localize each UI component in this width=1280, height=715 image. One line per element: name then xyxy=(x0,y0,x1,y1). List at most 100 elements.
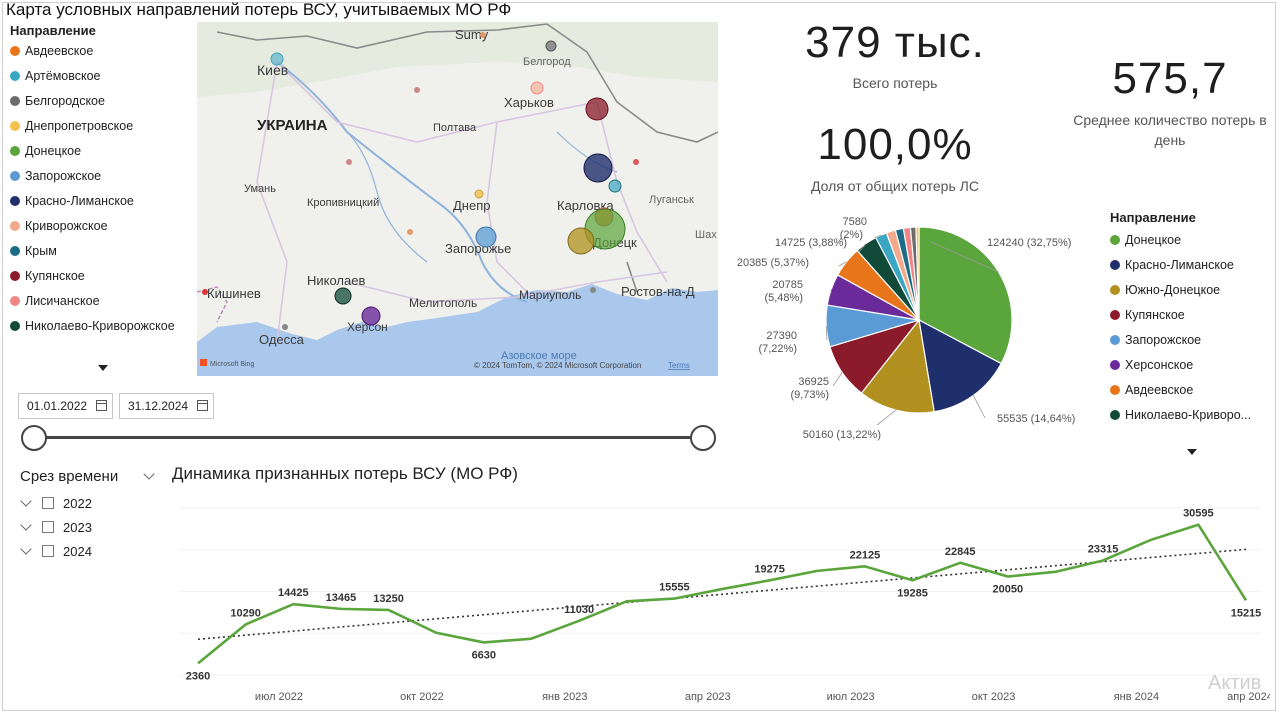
pie-slice[interactable] xyxy=(915,226,920,321)
pie-legend-item[interactable]: Красно-Лиманское xyxy=(1110,252,1275,277)
slicer-year-2024[interactable]: 2024 xyxy=(18,539,92,563)
calendar-icon[interactable] xyxy=(96,400,107,411)
slicer-year-2023[interactable]: 2023 xyxy=(18,515,92,539)
date-slider-start-handle[interactable] xyxy=(21,425,47,451)
pie-data-label: 7580 (2%) xyxy=(840,216,867,241)
map-legend-item[interactable]: Красно-Лиманское xyxy=(10,188,195,213)
expand-chevron-icon[interactable] xyxy=(20,495,32,507)
bubble-nikolaev[interactable] xyxy=(334,287,352,305)
pie-legend-more-arrow-icon[interactable] xyxy=(1187,449,1197,455)
bubble-south-donetsk[interactable] xyxy=(567,227,595,255)
x-axis-tick-label: янв 2024 xyxy=(1114,691,1159,703)
bubble-dnepr[interactable] xyxy=(474,189,484,199)
checkbox[interactable] xyxy=(42,521,54,533)
date-end-input[interactable]: 31.12.2024 xyxy=(119,393,214,419)
pie-slice[interactable] xyxy=(918,318,1002,413)
slicer-year-2022[interactable]: 2022 xyxy=(18,491,92,515)
pie-data-label: 55535 (14,64%) xyxy=(997,413,1075,425)
map-canvas[interactable]: Sumy Киев Белгород Харьков УКРАИНА Полта… xyxy=(197,22,718,376)
pie-legend-item[interactable]: Николаево-Криворо... xyxy=(1110,402,1275,427)
series-line[interactable] xyxy=(197,523,1248,665)
legend-marker xyxy=(10,45,20,56)
map-label-sumy: Sumy xyxy=(455,27,489,42)
line-data-label: 22845 xyxy=(945,546,976,558)
x-axis-tick-label: апр 2023 xyxy=(685,691,731,703)
kpi-total-label: Всего потерь xyxy=(852,75,938,91)
bubble-zaporozhye[interactable] xyxy=(475,226,497,248)
line-data-label: 13250 xyxy=(373,593,404,605)
map-label-kropivnitsky: Кропивницкий xyxy=(307,197,379,209)
map-legend-item[interactable]: Донецкое xyxy=(10,138,195,163)
map-legend-label: Белгородское xyxy=(25,93,105,108)
line-data-label: 20050 xyxy=(993,584,1024,596)
pie-legend-item[interactable]: Авдеевское xyxy=(1110,377,1275,402)
kpi-avg-value: 575,7 xyxy=(1112,54,1228,103)
line-data-label: 19275 xyxy=(754,563,785,575)
pie-data-label: 20785 (5,48%) xyxy=(764,279,803,304)
map-visual[interactable]: Sumy Киев Белгород Харьков УКРАИНА Полта… xyxy=(197,22,718,376)
legend-more-arrow-icon[interactable] xyxy=(98,365,108,371)
expand-chevron-icon[interactable] xyxy=(20,543,32,555)
bubble-krasno-liman[interactable] xyxy=(583,153,613,183)
pie-legend-item[interactable]: Донецкое xyxy=(1110,227,1275,252)
slicer-year-label: 2023 xyxy=(63,519,92,535)
page-title: Карта условных направлений потерь ВСУ, у… xyxy=(6,0,512,19)
calendar-icon[interactable] xyxy=(197,400,208,411)
line-data-label: 6630 xyxy=(472,649,496,661)
bubble-belgorod[interactable] xyxy=(545,40,557,52)
pie-chart[interactable]: 124240 (32,75%) 55535 (14,64%) 50160 (13,2… xyxy=(735,200,1105,455)
x-axis-tick-label: окт 2022 xyxy=(400,691,444,703)
map-legend-item[interactable]: Криворожское xyxy=(10,213,195,238)
pie-legend-item[interactable]: Херсонское xyxy=(1110,352,1275,377)
legend-marker xyxy=(10,295,20,306)
map-legend-item[interactable]: Запорожское xyxy=(10,163,195,188)
map-legend-label: Красно-Лиманское xyxy=(25,193,134,208)
line-data-label: 22125 xyxy=(850,549,881,561)
trend-line xyxy=(197,548,1247,641)
date-start-input[interactable]: 01.01.2022 xyxy=(18,393,113,419)
map-attribution: © 2024 TomTom, © 2024 Microsoft Corporat… xyxy=(474,361,641,370)
map-legend-item[interactable]: Крым xyxy=(10,238,195,263)
map-legend-item[interactable]: Лисичанское xyxy=(10,288,195,313)
map-legend-item[interactable]: Авдеевское xyxy=(10,38,195,63)
map-legend-item[interactable]: Артёмовское xyxy=(10,63,195,88)
map-legend-item[interactable]: Купянское xyxy=(10,263,195,288)
pie-legend-item[interactable]: Запорожское xyxy=(1110,327,1275,352)
pie-legend-item[interactable]: Купянское xyxy=(1110,302,1275,327)
expand-chevron-icon[interactable] xyxy=(20,519,32,531)
bubble-kharkov-small[interactable] xyxy=(530,81,544,95)
pie-slice[interactable] xyxy=(918,226,1013,365)
line-data-label: 30595 xyxy=(1183,508,1214,520)
map-legend-item[interactable]: Днепропетровское xyxy=(10,113,195,138)
pie-legend-item[interactable]: Южно-Донецкое xyxy=(1110,277,1275,302)
date-end-value: 31.12.2024 xyxy=(128,399,189,413)
bubble-kherson[interactable] xyxy=(361,306,381,326)
date-slider-end-handle[interactable] xyxy=(690,425,716,451)
legend-marker xyxy=(1110,409,1120,420)
line-data-label: 14425 xyxy=(278,587,309,599)
pie-legend-label: Николаево-Криворо... xyxy=(1125,407,1252,422)
line-data-label: 15555 xyxy=(659,582,690,594)
map-legend-item[interactable]: Белгородское xyxy=(10,88,195,113)
bubble-kiev[interactable] xyxy=(270,52,284,66)
x-axis-tick-label: июл 2022 xyxy=(255,691,303,703)
checkbox[interactable] xyxy=(42,497,54,509)
map-label-belgorod: Белгород xyxy=(523,56,571,68)
date-slider-track[interactable] xyxy=(33,436,703,439)
bing-logo-text: Microsoft Bing xyxy=(210,361,254,368)
pie-label-leader xyxy=(930,241,999,273)
legend-marker xyxy=(10,170,20,181)
slicer-year-label: 2022 xyxy=(63,495,92,511)
legend-marker xyxy=(10,270,20,281)
legend-marker xyxy=(1110,309,1120,320)
map-legend-item[interactable]: Николаево-Криворожское xyxy=(10,313,195,338)
line-chart[interactable]: 2360 10290 14425 13465 13250 6630 11030 15555 19… xyxy=(180,490,1270,712)
legend-marker xyxy=(10,120,20,131)
map-terms-link[interactable]: Terms xyxy=(668,361,690,370)
checkbox[interactable] xyxy=(42,545,54,557)
bubble-kupyansk[interactable] xyxy=(585,97,609,121)
map-label-zaporozhye: Запорожье xyxy=(445,241,511,256)
bubble-artemovsk[interactable] xyxy=(608,179,622,193)
map-label-kherson: Херсон xyxy=(347,320,388,334)
pie-legend-label: Купянское xyxy=(1125,307,1185,322)
